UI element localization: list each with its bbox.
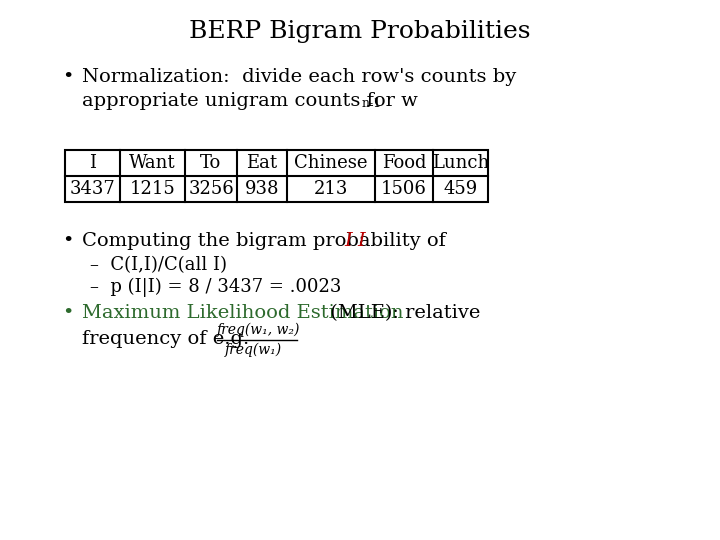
Text: appropriate unigram counts for w: appropriate unigram counts for w bbox=[82, 92, 418, 110]
Text: freq(w₁, w₂): freq(w₁, w₂) bbox=[217, 322, 300, 337]
Text: –  C(I,I)/C(all I): – C(I,I)/C(all I) bbox=[90, 256, 227, 274]
Text: 3256: 3256 bbox=[188, 180, 234, 198]
Text: Want: Want bbox=[129, 154, 176, 172]
Text: Maximum Likelihood Estimation: Maximum Likelihood Estimation bbox=[82, 304, 403, 322]
Text: Normalization:  divide each row's counts by: Normalization: divide each row's counts … bbox=[82, 68, 516, 86]
Text: •: • bbox=[62, 68, 73, 86]
Text: To: To bbox=[200, 154, 222, 172]
Text: 1506: 1506 bbox=[381, 180, 427, 198]
Text: freq(w₁): freq(w₁) bbox=[225, 343, 282, 357]
Text: –  p (I|I) = 8 / 3437 = .0023: – p (I|I) = 8 / 3437 = .0023 bbox=[90, 278, 341, 297]
Text: Chinese: Chinese bbox=[294, 154, 368, 172]
Text: BERP Bigram Probabilities: BERP Bigram Probabilities bbox=[189, 20, 531, 43]
Text: 1215: 1215 bbox=[130, 180, 176, 198]
Text: •: • bbox=[62, 304, 73, 322]
Text: Computing the bigram probability of: Computing the bigram probability of bbox=[82, 232, 452, 250]
Text: 459: 459 bbox=[444, 180, 477, 198]
Text: Food: Food bbox=[382, 154, 426, 172]
Text: I: I bbox=[89, 154, 96, 172]
Text: Eat: Eat bbox=[246, 154, 278, 172]
Text: n-1: n-1 bbox=[362, 97, 382, 110]
Text: I I: I I bbox=[344, 232, 366, 250]
Text: frequency of e.g.: frequency of e.g. bbox=[82, 330, 249, 348]
Bar bbox=[65, 150, 488, 202]
Text: (MLE): relative: (MLE): relative bbox=[324, 304, 480, 322]
Text: 938: 938 bbox=[245, 180, 279, 198]
Text: Lunch: Lunch bbox=[432, 154, 489, 172]
Text: •: • bbox=[62, 232, 73, 250]
Text: 213: 213 bbox=[314, 180, 348, 198]
Text: 3437: 3437 bbox=[70, 180, 115, 198]
